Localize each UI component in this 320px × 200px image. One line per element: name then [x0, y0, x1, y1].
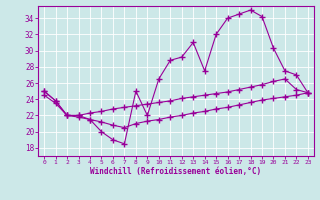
X-axis label: Windchill (Refroidissement éolien,°C): Windchill (Refroidissement éolien,°C): [91, 167, 261, 176]
